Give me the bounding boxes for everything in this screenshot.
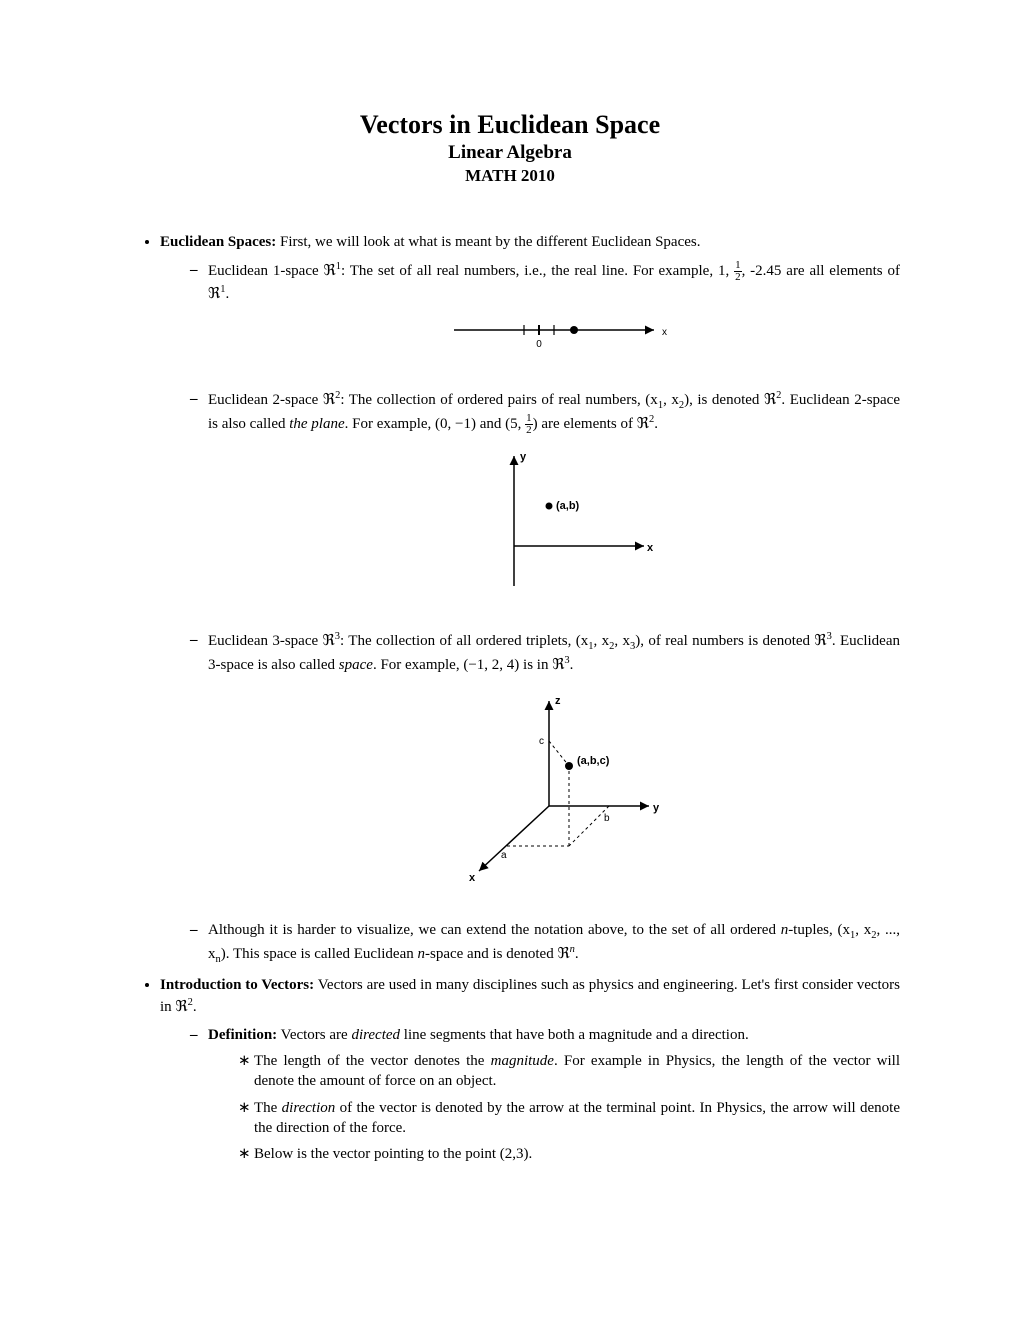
svg-text:x: x bbox=[647, 542, 654, 554]
title-block: Vectors in Euclidean Space Linear Algebr… bbox=[120, 110, 900, 186]
svg-text:0: 0 bbox=[536, 339, 542, 350]
star-direction: The direction of the vector is denoted b… bbox=[238, 1098, 900, 1139]
dash-list-euclidean: Euclidean 1-space ℜ1: The set of all rea… bbox=[160, 260, 900, 967]
title-sub: Linear Algebra bbox=[120, 142, 900, 164]
item-rn: Although it is harder to visualize, we c… bbox=[190, 920, 900, 967]
item-intro-vectors: Introduction to Vectors: Vectors are use… bbox=[160, 975, 900, 1164]
svg-text:b: b bbox=[604, 813, 610, 824]
svg-text:y: y bbox=[653, 802, 660, 814]
dash-list-vectors: Definition: Vectors are directed line se… bbox=[160, 1025, 900, 1165]
item-r2: Euclidean 2-space ℜ2: The collection of … bbox=[190, 389, 900, 602]
frac-half-1: 12 bbox=[734, 260, 742, 283]
star-example: Below is the vector pointing to the poin… bbox=[238, 1144, 900, 1164]
item-euclidean-spaces: Euclidean Spaces: First, we will look at… bbox=[160, 232, 900, 967]
definition-label: Definition: bbox=[208, 1027, 277, 1043]
svg-text:c: c bbox=[539, 736, 544, 747]
figure-r2: y x (a,b) bbox=[208, 446, 900, 602]
frac-half-2: 12 bbox=[525, 413, 533, 436]
star-magnitude: The length of the vector denotes the mag… bbox=[238, 1051, 900, 1092]
euclidean-spaces-body: First, we will look at what is meant by … bbox=[276, 234, 700, 250]
svg-text:a: a bbox=[501, 850, 507, 861]
svg-text:z: z bbox=[555, 695, 561, 707]
item-r3: Euclidean 3-space ℜ3: The collection of … bbox=[190, 630, 900, 892]
title-course: MATH 2010 bbox=[120, 166, 900, 186]
title-main: Vectors in Euclidean Space bbox=[120, 110, 900, 140]
figure-r3: z y x c b a (a,b,c) bbox=[208, 686, 900, 892]
item-definition: Definition: Vectors are directed line se… bbox=[190, 1025, 900, 1165]
main-list: Euclidean Spaces: First, we will look at… bbox=[120, 232, 900, 1164]
svg-text:y: y bbox=[520, 451, 527, 463]
svg-text:x: x bbox=[469, 872, 476, 884]
svg-text:(a,b): (a,b) bbox=[556, 500, 580, 512]
figure-r1: 0 x bbox=[208, 315, 900, 361]
svg-text:x: x bbox=[662, 327, 667, 338]
star-list: The length of the vector denotes the mag… bbox=[208, 1051, 900, 1164]
euclidean-spaces-label: Euclidean Spaces: bbox=[160, 234, 276, 250]
svg-text:(a,b,c): (a,b,c) bbox=[577, 755, 610, 767]
intro-vectors-label: Introduction to Vectors: bbox=[160, 977, 314, 993]
item-r1: Euclidean 1-space ℜ1: The set of all rea… bbox=[190, 260, 900, 361]
page: Vectors in Euclidean Space Linear Algebr… bbox=[0, 0, 1020, 1320]
